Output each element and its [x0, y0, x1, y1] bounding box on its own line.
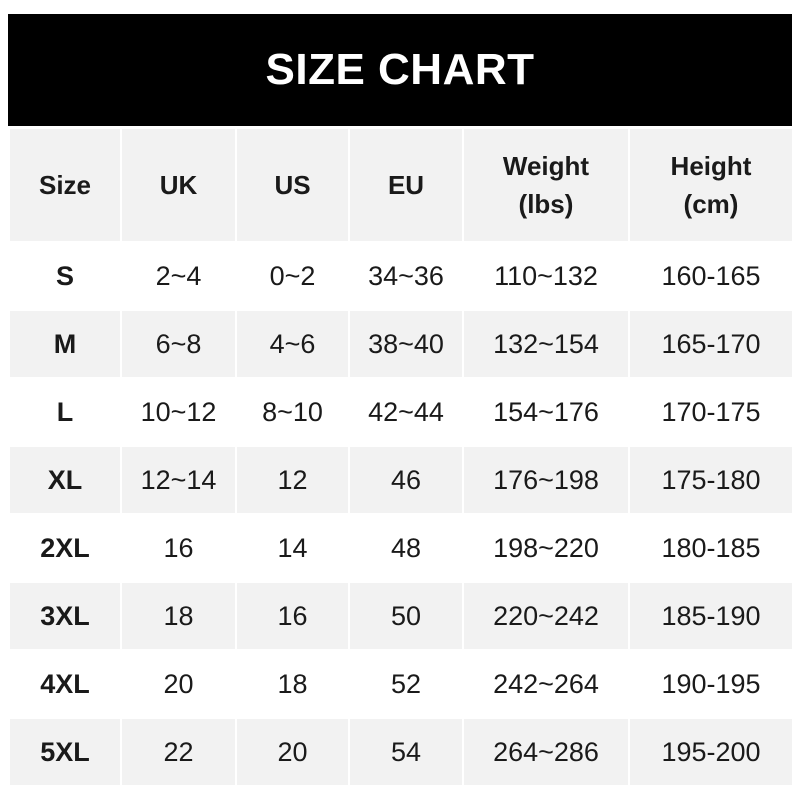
cell-size: S — [8, 241, 122, 311]
cell-height: 170-175 — [628, 377, 794, 447]
column-header-uk: UK — [120, 127, 237, 243]
column-header-us: US — [235, 127, 350, 243]
cell-uk: 12~14 — [120, 445, 237, 515]
cell-size: 4XL — [8, 649, 122, 719]
cell-uk: 2~4 — [120, 241, 237, 311]
cell-us: 4~6 — [235, 309, 350, 379]
table-row: XL 12~14 12 46 176~198 175-180 — [8, 445, 794, 515]
column-header-eu: EU — [348, 127, 464, 243]
table-row: M 6~8 4~6 38~40 132~154 165-170 — [8, 309, 794, 379]
table-row: 3XL 18 16 50 220~242 185-190 — [8, 581, 794, 651]
column-header-weight: Weight (lbs) — [462, 127, 630, 243]
size-chart-table: Size UK US EU Weight (lbs) Height (cm) S 2~4 0~2 3… — [8, 127, 794, 787]
cell-us: 20 — [235, 717, 350, 787]
cell-us: 14 — [235, 513, 350, 583]
cell-uk: 10~12 — [120, 377, 237, 447]
cell-us: 12 — [235, 445, 350, 515]
cell-weight: 176~198 — [462, 445, 630, 515]
cell-eu: 42~44 — [348, 377, 464, 447]
cell-size: 5XL — [8, 717, 122, 787]
column-header-height: Height (cm) — [628, 127, 794, 243]
cell-weight: 220~242 — [462, 581, 630, 651]
cell-uk: 20 — [120, 649, 237, 719]
cell-eu: 34~36 — [348, 241, 464, 311]
cell-eu: 50 — [348, 581, 464, 651]
table-row: 5XL 22 20 54 264~286 195-200 — [8, 717, 794, 787]
table-row: 4XL 20 18 52 242~264 190-195 — [8, 649, 794, 719]
table-row: 2XL 16 14 48 198~220 180-185 — [8, 513, 794, 583]
cell-height: 190-195 — [628, 649, 794, 719]
cell-uk: 18 — [120, 581, 237, 651]
cell-eu: 54 — [348, 717, 464, 787]
cell-weight: 264~286 — [462, 717, 630, 787]
cell-us: 0~2 — [235, 241, 350, 311]
cell-height: 180-185 — [628, 513, 794, 583]
cell-height: 195-200 — [628, 717, 794, 787]
cell-us: 8~10 — [235, 377, 350, 447]
cell-eu: 52 — [348, 649, 464, 719]
cell-size: 3XL — [8, 581, 122, 651]
cell-us: 16 — [235, 581, 350, 651]
table-row: L 10~12 8~10 42~44 154~176 170-175 — [8, 377, 794, 447]
cell-size: 2XL — [8, 513, 122, 583]
cell-uk: 16 — [120, 513, 237, 583]
cell-height: 160-165 — [628, 241, 794, 311]
cell-height: 185-190 — [628, 581, 794, 651]
cell-weight: 132~154 — [462, 309, 630, 379]
size-chart-title: SIZE CHART — [8, 14, 792, 126]
cell-height: 175-180 — [628, 445, 794, 515]
cell-weight: 242~264 — [462, 649, 630, 719]
cell-eu: 46 — [348, 445, 464, 515]
cell-eu: 38~40 — [348, 309, 464, 379]
cell-weight: 154~176 — [462, 377, 630, 447]
cell-size: M — [8, 309, 122, 379]
cell-size: XL — [8, 445, 122, 515]
column-header-size: Size — [8, 127, 122, 243]
cell-us: 18 — [235, 649, 350, 719]
cell-size: L — [8, 377, 122, 447]
cell-eu: 48 — [348, 513, 464, 583]
cell-weight: 110~132 — [462, 241, 630, 311]
cell-height: 165-170 — [628, 309, 794, 379]
header-row: Size UK US EU Weight (lbs) Height (cm) — [8, 127, 794, 243]
cell-weight: 198~220 — [462, 513, 630, 583]
table-row: S 2~4 0~2 34~36 110~132 160-165 — [8, 241, 794, 311]
cell-uk: 22 — [120, 717, 237, 787]
cell-uk: 6~8 — [120, 309, 237, 379]
